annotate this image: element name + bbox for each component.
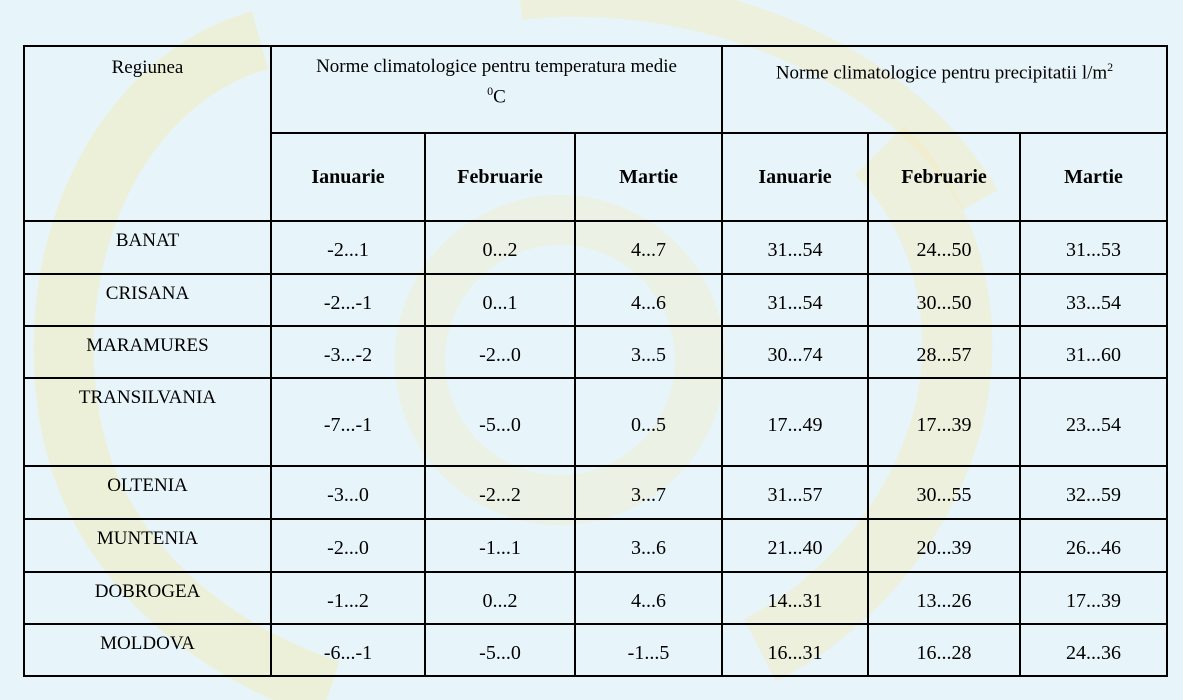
value-cell: -3...0 [270,465,426,520]
value-cell: 30...74 [721,325,869,379]
table-row: MARAMURES -3...-2 -2...0 3...5 30...74 28...5… [23,325,1168,379]
value-cell: 0...2 [424,220,576,275]
value-cell: -1...1 [424,518,576,573]
value-cell: 14...31 [721,571,869,625]
table-body: BANAT -2...1 0...2 4...7 31...54 24...50 31...… [23,220,1168,677]
region-cell: BANAT [23,220,272,275]
value-cell: 17...49 [721,377,869,467]
value-cell: -2...1 [270,220,426,275]
month-header: Ianuarie [270,132,426,222]
value-cell: 3...5 [574,325,723,379]
value-cell: 31...53 [1019,220,1168,275]
value-cell: 21...40 [721,518,869,573]
value-cell: 16...31 [721,623,869,677]
value-cell: -1...2 [270,571,426,625]
value-cell: 31...60 [1019,325,1168,379]
region-column-header: Regiunea [23,45,272,222]
value-cell: -2...2 [424,465,576,520]
value-cell: 24...50 [867,220,1021,275]
region-cell: CRISANA [23,273,272,327]
value-cell: 31...54 [721,273,869,327]
value-cell: -5...0 [424,623,576,677]
value-cell: 4...6 [574,571,723,625]
precipitation-group-header: Norme climatologice pentru precipitatii … [721,45,1168,134]
region-cell: DOBROGEA [23,571,272,625]
squared-superscript: 2 [1107,60,1114,74]
value-cell: 4...6 [574,273,723,327]
value-cell: 3...7 [574,465,723,520]
value-cell: 16...28 [867,623,1021,677]
value-cell: 3...6 [574,518,723,573]
table-row: CRISANA -2...-1 0...1 4...6 31...54 30...50 33… [23,273,1168,327]
region-cell: TRANSILVANIA [23,377,272,467]
value-cell: 30...55 [867,465,1021,520]
value-cell: 0...2 [424,571,576,625]
climate-norms-table: Regiunea Norme climatologice pentru temp… [23,45,1168,677]
region-cell: OLTENIA [23,465,272,520]
region-cell: MARAMURES [23,325,272,379]
value-cell: 33...54 [1019,273,1168,327]
table-row: BANAT -2...1 0...2 4...7 31...54 24...50 31...… [23,220,1168,275]
value-cell: 0...1 [424,273,576,327]
table-row: OLTENIA -3...0 -2...2 3...7 31...57 30...55 32… [23,465,1168,520]
value-cell: -1...5 [574,623,723,677]
value-cell: 17...39 [1019,571,1168,625]
group-header-row: Regiunea Norme climatologice pentru temp… [23,45,1168,222]
value-cell: 0...5 [574,377,723,467]
region-cell: MUNTENIA [23,518,272,573]
temperature-unit: C [493,86,506,108]
value-cell: -2...0 [424,325,576,379]
value-cell: -6...-1 [270,623,426,677]
month-header: Martie [574,132,723,222]
table-row: TRANSILVANIA -7...-1 -5...0 0...5 17...49 17.… [23,377,1168,467]
region-cell: MOLDOVA [23,623,272,677]
value-cell: 28...57 [867,325,1021,379]
table-row: MUNTENIA -2...0 -1...1 3...6 21...40 20...39 2… [23,518,1168,573]
value-cell: 23...54 [1019,377,1168,467]
value-cell: 13...26 [867,571,1021,625]
value-cell: 24...36 [1019,623,1168,677]
value-cell: 31...54 [721,220,869,275]
table-row: DOBROGEA -1...2 0...2 4...6 14...31 13...26 17… [23,571,1168,625]
value-cell: 17...39 [867,377,1021,467]
month-header-row: Ianuarie Februarie Martie Ianuarie Febru… [24,132,1168,222]
degree-superscript: 0 [487,84,494,98]
value-cell: 20...39 [867,518,1021,573]
value-cell: -2...0 [270,518,426,573]
value-cell: 26...46 [1019,518,1168,573]
value-cell: -2...-1 [270,273,426,327]
month-header: Martie [1019,132,1168,222]
month-header: Februarie [424,132,576,222]
value-cell: 30...50 [867,273,1021,327]
value-cell: 32...59 [1019,465,1168,520]
value-cell: -5...0 [424,377,576,467]
precipitation-header-label: Norme climatologice pentru precipitatii … [775,62,1108,84]
month-header: Februarie [867,132,1021,222]
month-header: Ianuarie [721,132,869,222]
value-cell: 4...7 [574,220,723,275]
table-row: MOLDOVA -6...-1 -5...0 -1...5 16...31 16...28… [23,623,1168,677]
temperature-group-header: Norme climatologice pentru temperatura m… [270,45,723,134]
value-cell: 31...57 [721,465,869,520]
temperature-header-label: Norme climatologice pentru temperatura m… [316,56,677,77]
value-cell: -7...-1 [270,377,426,467]
value-cell: -3...-2 [270,325,426,379]
